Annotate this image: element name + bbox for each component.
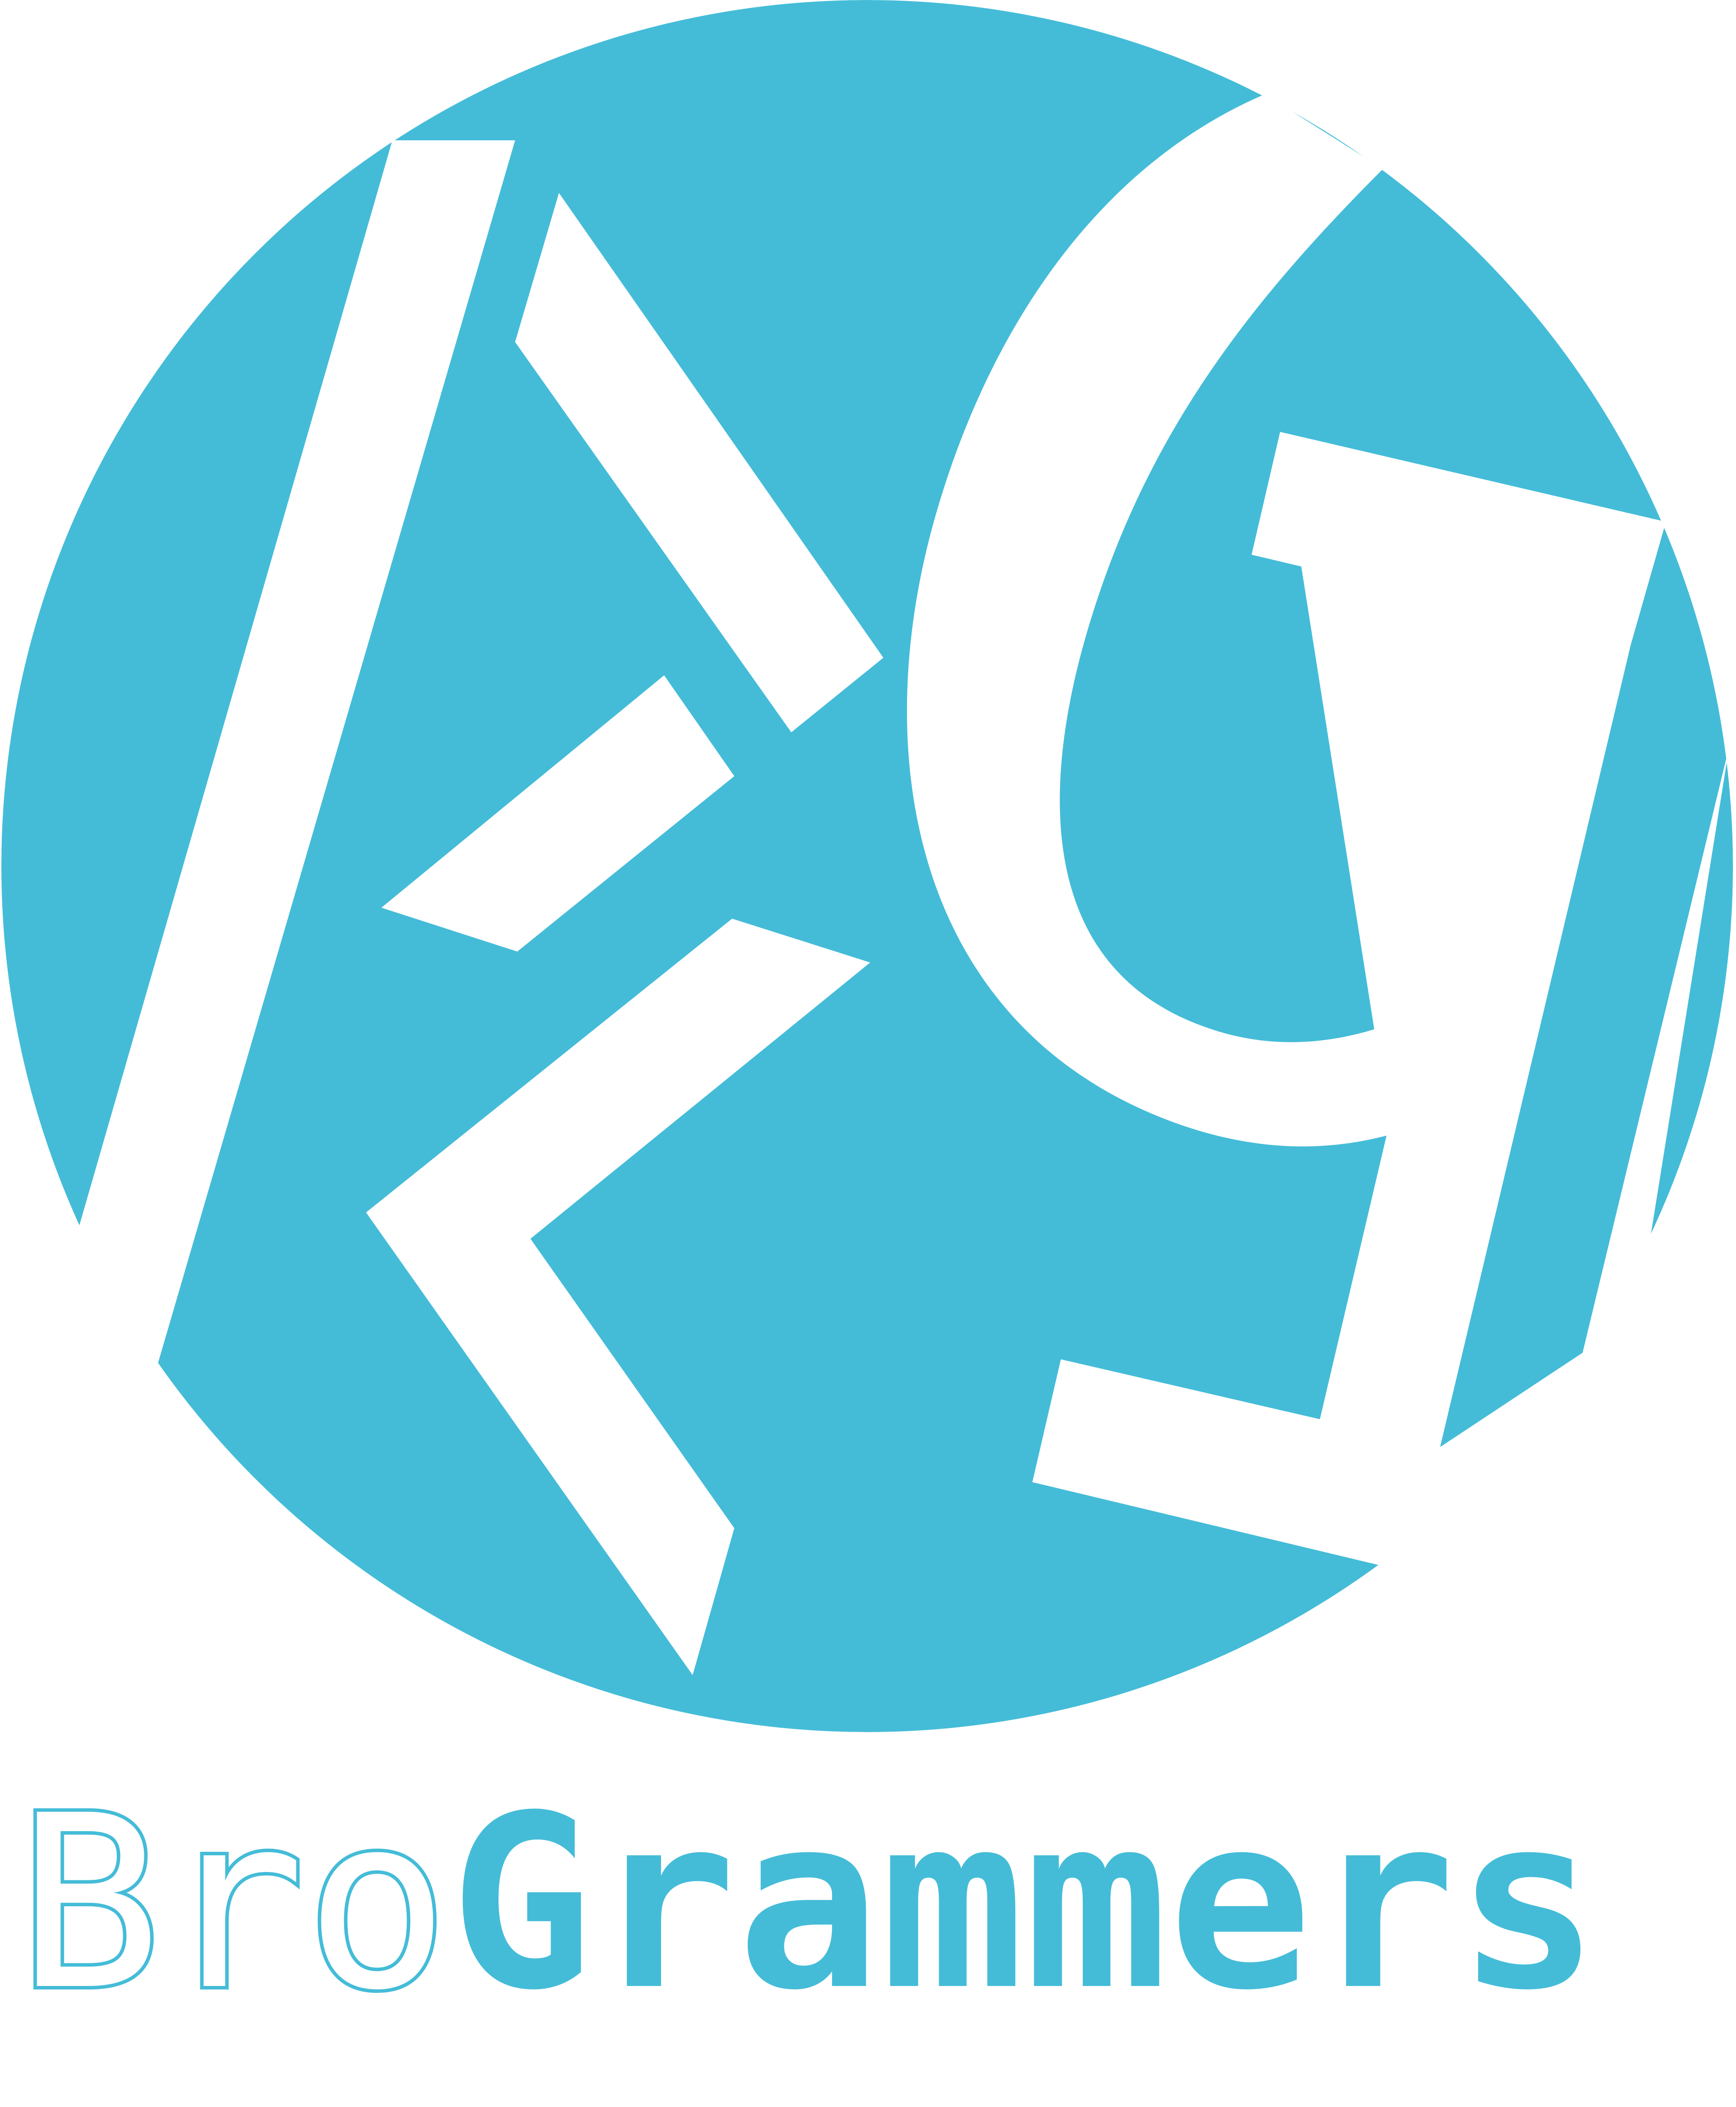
wordmark-grammers: Grammers <box>449 1764 1600 2043</box>
brand-wordmark: Bro Grammers <box>14 1780 1718 2026</box>
wordmark-bro: Bro <box>14 1764 452 2043</box>
flag-top <box>1252 432 1666 645</box>
slant-bar-left <box>39 140 515 1364</box>
circle-edge-mask <box>0 0 1736 1754</box>
tall-bar <box>1320 618 1631 1447</box>
k-chevron <box>366 919 870 1675</box>
k-arm-upper <box>515 193 883 732</box>
monogram-glyphs <box>39 94 1729 1675</box>
c-letter <box>907 94 1482 1147</box>
bottom-foot <box>1032 1359 1440 1568</box>
k-arm-small <box>381 675 734 952</box>
